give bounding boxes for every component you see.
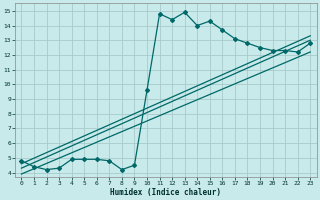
- X-axis label: Humidex (Indice chaleur): Humidex (Indice chaleur): [110, 188, 221, 197]
